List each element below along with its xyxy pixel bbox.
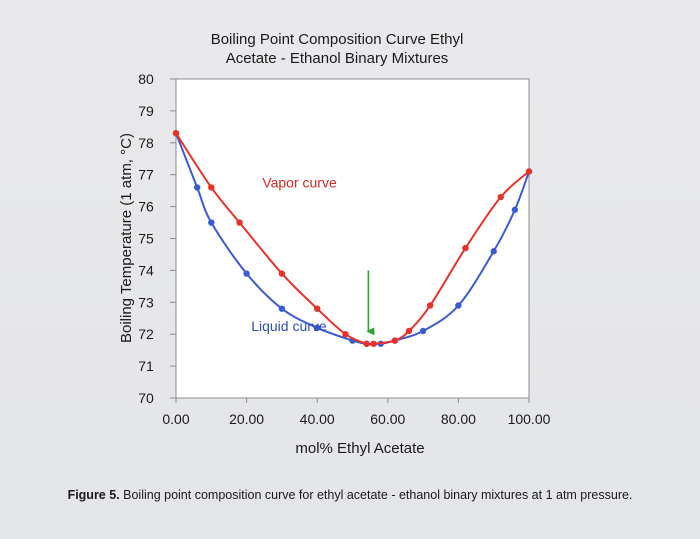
y-axis: 70 71 72 73 74 75 76 77 78 79 80: [138, 71, 176, 406]
y-axis-label: Boiling Temperature (1 atm, °C): [118, 133, 135, 343]
chart-title-line1: Boiling Point Composition Curve Ethyl: [211, 31, 464, 48]
chart-title-line2: Acetate - Ethanol Binary Mixtures: [226, 50, 449, 67]
liquid-curve-point: [490, 248, 497, 255]
plot-area: [175, 78, 530, 399]
boiling-point-chart: Boiling Point Composition Curve Ethyl Ac…: [118, 31, 551, 457]
y-tick-label: 74: [138, 262, 154, 278]
vapor-curve-point: [497, 193, 504, 201]
y-tick-label: 72: [138, 326, 154, 342]
y-tick-label: 76: [138, 199, 154, 215]
y-tick-label: 77: [138, 167, 154, 183]
liquid-curve-point: [243, 270, 250, 277]
y-tick-label: 71: [138, 358, 154, 374]
figure-caption-text: Boiling point composition curve for ethy…: [119, 488, 633, 502]
y-tick-label: 80: [138, 71, 154, 87]
liquid-curve-point: [193, 184, 201, 191]
annotation-layer: Vapor curve Liquid curve: [251, 174, 375, 336]
vapor-curve-point: [278, 270, 286, 277]
liquid-curve-point: [419, 327, 427, 335]
liquid-curve-point: [511, 206, 519, 213]
liquid-curve-point: [208, 219, 215, 226]
liquid-curve-annotation: Liquid curve: [251, 318, 327, 334]
liquid-curve-point: [278, 305, 286, 312]
vapor-curve-point: [363, 340, 370, 347]
x-tick-label: 100.00: [508, 411, 551, 427]
vapor-curve-point: [208, 184, 215, 191]
vapor-curve-point: [525, 168, 533, 175]
vapor-curve-point: [462, 244, 469, 252]
y-tick-label: 78: [138, 135, 154, 151]
vapor-curve-point: [405, 327, 413, 335]
liquid-curve-point: [455, 302, 462, 309]
x-tick-label: 0.00: [162, 411, 189, 427]
vapor-curve-point: [236, 219, 243, 226]
vapor-curve-annotation: Vapor curve: [262, 174, 337, 190]
vapor-curve-point: [342, 331, 349, 338]
x-axis-label: mol% Ethyl Acetate: [295, 440, 424, 457]
x-tick-label: 40.00: [300, 411, 335, 427]
y-tick-label: 73: [138, 294, 154, 310]
x-axis: 0.00 20.00 40.00 60.00 80.00 100.00: [162, 398, 551, 427]
vapor-curve-point: [391, 337, 399, 344]
x-tick-label: 80.00: [441, 411, 476, 427]
vapor-curve-point: [426, 302, 434, 309]
liquid-curve-point: [314, 324, 321, 332]
x-tick-label: 60.00: [370, 411, 405, 427]
x-tick-label: 20.00: [229, 411, 264, 427]
y-tick-label: 79: [138, 103, 154, 119]
vapor-curve-point: [314, 305, 321, 312]
series-layer: [172, 130, 533, 347]
figure-caption: Figure 5. Boiling point composition curv…: [30, 486, 670, 505]
y-tick-label: 70: [138, 390, 154, 406]
vapor-curve-point: [172, 130, 180, 137]
vapor-curve-point: [370, 340, 377, 347]
figure-caption-label: Figure 5.: [67, 488, 120, 502]
y-tick-label: 75: [138, 231, 154, 247]
